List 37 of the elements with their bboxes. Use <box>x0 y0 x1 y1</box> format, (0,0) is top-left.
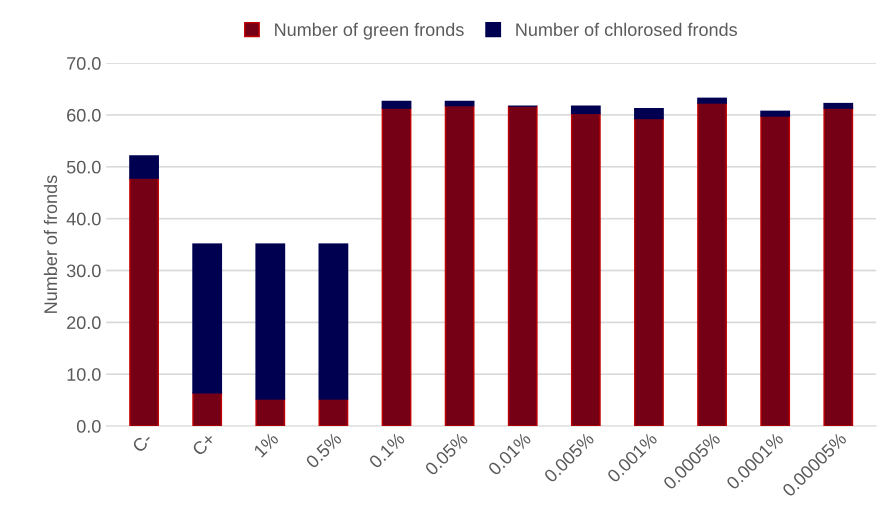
bar <box>697 102 727 426</box>
bar <box>318 243 348 400</box>
bar <box>508 105 538 426</box>
y-tick-label: 70.0 <box>67 57 101 70</box>
y-tick-label: 30.0 <box>66 264 101 278</box>
y-tick-label: 60.0 <box>67 108 101 122</box>
bar <box>192 392 222 426</box>
bar <box>255 243 286 400</box>
bar <box>382 108 412 426</box>
bar <box>382 100 412 109</box>
y-tick-label: 0.0 <box>76 420 101 433</box>
bar <box>318 398 348 426</box>
x-tick-label: C- <box>132 432 153 454</box>
bar <box>129 155 159 179</box>
y-tick-label: 50.0 <box>66 160 101 174</box>
x-tick-label: 1% <box>253 432 280 458</box>
y-tick-label: 20.0 <box>67 316 101 330</box>
bar <box>570 112 601 426</box>
bar <box>760 110 790 117</box>
bar <box>697 98 727 104</box>
bar <box>823 108 854 426</box>
legend-label: Number of chlorosed fronds <box>516 22 737 36</box>
y-tick-label: 40.0 <box>66 212 101 226</box>
bar <box>444 104 475 426</box>
y-tick-label: 10.0 <box>68 368 101 381</box>
bar <box>823 102 854 109</box>
bar <box>444 100 475 106</box>
bar <box>570 105 601 114</box>
bar <box>634 108 664 120</box>
bar <box>760 115 790 426</box>
bar <box>129 178 159 426</box>
y-axis-title: Number of fronds <box>44 175 58 313</box>
x-tick-label: C+ <box>191 432 216 456</box>
bar <box>192 243 222 394</box>
bar <box>255 398 286 426</box>
legend-label: Number of green fronds <box>275 22 464 40</box>
bar <box>634 118 664 426</box>
